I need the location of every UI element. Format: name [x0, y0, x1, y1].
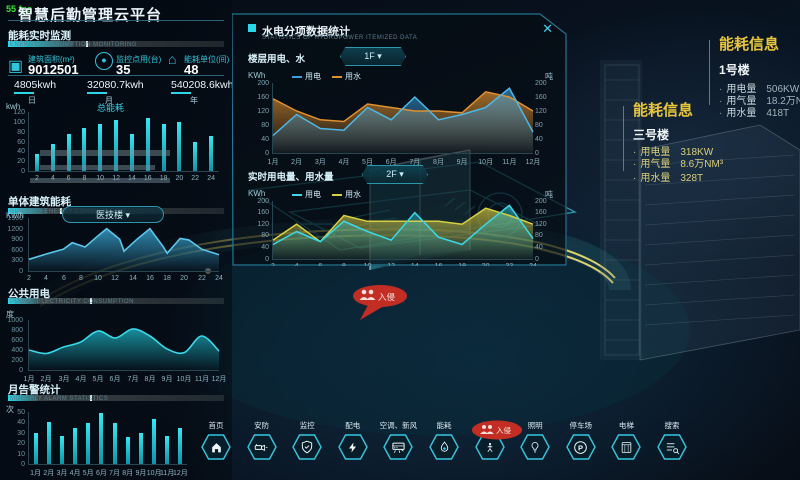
svg-text:P: P [578, 443, 583, 452]
